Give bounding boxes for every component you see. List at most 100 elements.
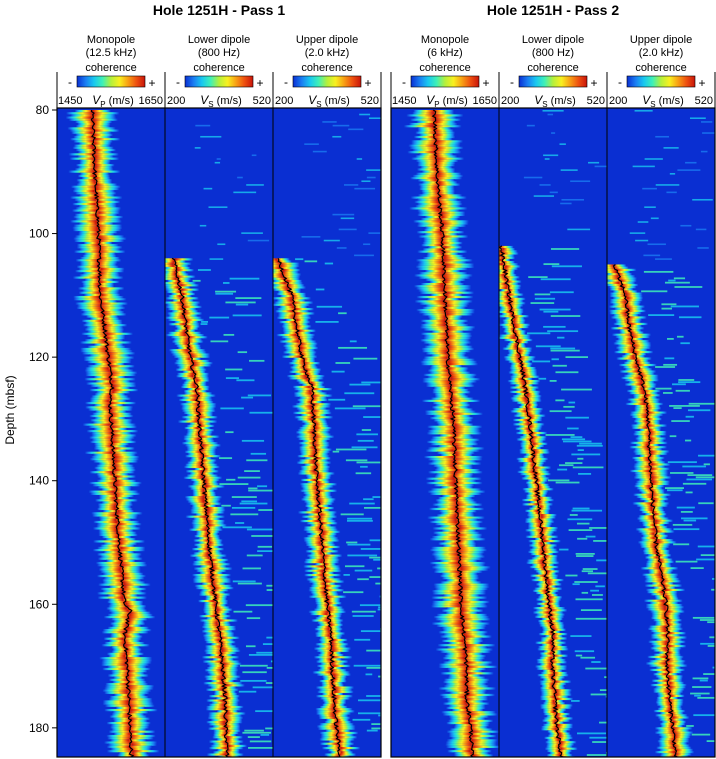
coherence-strip: [77, 166, 113, 169]
legend-label: coherence: [301, 62, 352, 74]
coherence-track: [165, 124, 273, 757]
coherence-strip: [273, 264, 300, 267]
velocity-curve: [612, 264, 679, 757]
coherence-strip: [651, 679, 683, 682]
coherence-speckle: [673, 407, 682, 409]
coherence-strip: [528, 540, 561, 543]
coherence-strip: [441, 609, 484, 612]
coherence-strip: [192, 561, 227, 564]
coherence-strip: [512, 423, 545, 426]
coherence-speckle: [368, 117, 381, 120]
coherence-strip: [300, 444, 330, 447]
coherence-strip: [546, 738, 571, 742]
coherence-strip: [210, 686, 237, 689]
coherence-strip: [107, 613, 153, 617]
coherence-strip: [315, 686, 354, 689]
coherence-strip: [311, 593, 339, 596]
coherence-strip: [632, 450, 670, 453]
coherence-strip: [634, 474, 669, 477]
coherence-speckle: [201, 320, 209, 323]
coherence-strip: [625, 402, 664, 406]
coherence-strip: [176, 372, 210, 376]
coherence-strip: [634, 452, 668, 455]
coherence-speckle: [233, 191, 257, 194]
coherence-strip: [291, 405, 331, 408]
coherence-strip: [273, 269, 301, 272]
coherence-strip: [201, 630, 233, 633]
coherence-speckle: [249, 411, 273, 414]
coherence-speckle: [648, 314, 675, 316]
coherence-strip: [304, 569, 342, 572]
coherence-strip: [68, 118, 118, 121]
coherence-strip: [304, 457, 331, 460]
coherence-strip: [534, 537, 553, 541]
coherence-strip: [421, 181, 458, 184]
coherence-speckle: [301, 236, 321, 238]
coherence-strip: [518, 421, 539, 424]
coherence-speckle: [359, 113, 371, 116]
coherence-strip: [516, 401, 538, 404]
coherence-strip: [617, 348, 648, 351]
coherence-strip: [273, 288, 302, 291]
coherence-speckle: [360, 465, 368, 468]
coherence-speckle: [360, 630, 381, 633]
coherence-strip: [425, 384, 475, 387]
coherence-strip: [433, 616, 490, 619]
coherence-strip: [113, 676, 143, 679]
coherence-speckle: [670, 472, 694, 474]
coherence-speckle: [380, 679, 381, 682]
coherence-strip: [176, 364, 212, 367]
coherence-strip: [273, 303, 310, 306]
coherence-strip: [527, 516, 556, 519]
coherence-speckle: [647, 243, 666, 246]
coherence-speckle: [352, 615, 374, 617]
coherence-strip: [638, 478, 667, 481]
coherence-strip: [417, 129, 454, 132]
coherence-strip: [306, 517, 334, 520]
coherence-strip: [73, 237, 127, 240]
coherence-speckle: [239, 664, 268, 667]
coherence-strip: [203, 606, 230, 609]
coherence-strip: [97, 574, 146, 578]
coherence-speckle: [354, 254, 374, 257]
coherence-strip: [75, 148, 116, 152]
coherence-strip: [198, 541, 222, 544]
coherence-strip: [317, 690, 354, 693]
y-tick-label: 140: [29, 474, 49, 488]
coherence-strip: [527, 527, 559, 530]
coherence-strip: [106, 652, 144, 655]
coherence-strip: [436, 451, 475, 454]
coherence-strip: [433, 518, 478, 521]
coherence-speckle: [353, 664, 381, 667]
legend-plus: +: [148, 76, 155, 90]
coherence-strip: [431, 622, 490, 625]
coherence-speckle: [354, 638, 371, 641]
coherence-strip: [653, 619, 683, 622]
coherence-speckle: [195, 124, 211, 127]
coherence-strip: [429, 367, 469, 370]
coherence-strip: [190, 487, 219, 490]
coherence-strip: [95, 380, 131, 383]
coherence-strip: [447, 659, 484, 662]
coherence-speckle: [266, 636, 273, 639]
coherence-strip: [503, 330, 527, 333]
coherence-strip: [446, 745, 499, 748]
coherence-strip: [297, 455, 330, 458]
coherence-strip: [112, 717, 150, 720]
coherence-speckle: [237, 476, 261, 479]
coherence-strip: [303, 565, 341, 568]
coherence-strip: [418, 153, 454, 156]
coherence-strip: [296, 390, 323, 393]
coherence-speckle: [549, 379, 557, 382]
coherence-speckle: [674, 286, 703, 288]
coherence-strip: [282, 323, 309, 326]
coherence-strip: [183, 465, 220, 469]
coherence-strip: [525, 529, 558, 532]
coherence-strip: [546, 754, 573, 757]
coherence-speckle: [590, 693, 607, 696]
coherence-strip: [427, 516, 485, 519]
coherence-strip: [203, 604, 227, 607]
legend-minus: -: [618, 75, 622, 89]
coherence-speckle: [222, 526, 252, 529]
coherence-strip: [624, 383, 657, 386]
